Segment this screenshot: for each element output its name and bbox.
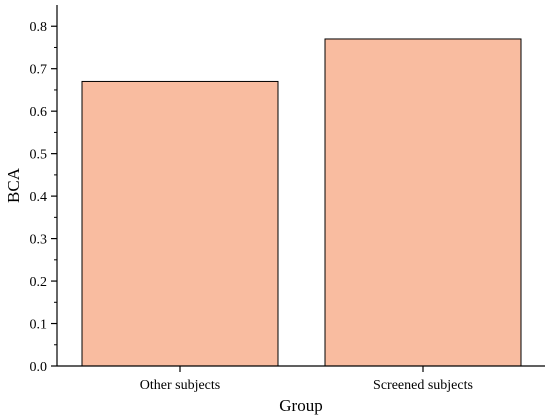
bars-group (81, 38, 522, 367)
y-tick-label: 0.7 (30, 63, 48, 78)
x-tick-label: Other subjects (140, 378, 220, 393)
y-tick-label: 0.0 (30, 360, 48, 375)
y-tick-label: 0.1 (30, 318, 48, 333)
y-axis-ticks: 0.0 0.1 0.2 0.3 0.4 0.5 0.6 0.7 0.8 (30, 20, 57, 375)
bar-screened-subjects (324, 38, 522, 367)
y-tick-label: 0.4 (30, 190, 48, 205)
x-tick-label: Screened subjects (373, 378, 473, 393)
x-axis-title: Group (279, 396, 322, 415)
y-tick-label: 0.8 (30, 20, 48, 35)
bar-other-subjects (81, 80, 279, 367)
y-tick-label: 0.6 (30, 105, 48, 120)
y-tick-label: 0.2 (30, 275, 48, 290)
x-axis-ticks: Other subjects Screened subjects (140, 366, 473, 393)
y-axis-title: BCA (4, 167, 23, 203)
y-tick-label: 0.3 (30, 233, 48, 248)
y-tick-label: 0.5 (30, 148, 48, 163)
